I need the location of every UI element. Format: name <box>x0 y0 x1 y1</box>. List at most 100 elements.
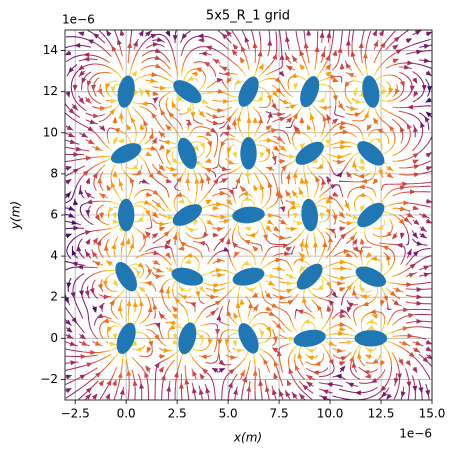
stream-arrow <box>285 390 291 398</box>
stream-arrow <box>225 115 232 123</box>
stream-arrow <box>76 245 82 252</box>
streamline <box>238 111 242 132</box>
streamline <box>98 30 106 38</box>
stream-arrow <box>224 339 230 346</box>
streamline <box>331 275 350 279</box>
streamline <box>391 352 395 356</box>
streamline <box>303 30 306 40</box>
streamline <box>229 257 232 262</box>
stream-arrow <box>426 86 432 93</box>
stream-arrow <box>86 199 93 205</box>
stream-arrow <box>408 272 416 278</box>
stream-arrow <box>339 326 346 332</box>
stream-arrow <box>130 340 138 347</box>
streamline <box>196 313 201 320</box>
streamline <box>213 241 221 251</box>
x-tick-label: 10.0 <box>317 407 344 421</box>
streamline <box>284 310 289 315</box>
streamline <box>99 159 107 164</box>
streamline <box>347 43 350 57</box>
streamline <box>270 243 286 245</box>
streamline <box>190 128 195 134</box>
stream-arrow <box>403 307 410 313</box>
streamline <box>159 95 165 102</box>
streamline <box>405 51 416 55</box>
streamline <box>96 356 107 362</box>
streamline <box>372 233 383 238</box>
stream-arrow <box>412 385 418 392</box>
streamline <box>193 318 198 326</box>
stream-arrow <box>69 341 77 346</box>
stream-arrow <box>126 124 132 131</box>
stream-arrow <box>72 168 80 174</box>
streamline <box>291 123 293 126</box>
streamline <box>192 347 201 351</box>
stream-arrow <box>202 231 209 239</box>
streamline <box>385 81 388 84</box>
streamline <box>229 317 235 322</box>
streamline <box>102 95 105 98</box>
stream-arrow <box>239 298 245 305</box>
stream-arrow <box>160 374 166 381</box>
stream-arrow <box>199 177 205 184</box>
magnet-ellipse <box>171 267 204 286</box>
streamline <box>340 188 342 192</box>
streamline <box>198 109 200 111</box>
streamline <box>196 362 203 369</box>
stream-arrow <box>328 228 336 234</box>
stream-arrow <box>370 256 377 261</box>
streamline <box>231 109 237 116</box>
streamline <box>139 322 143 325</box>
streamline <box>88 320 92 331</box>
stream-arrow <box>420 226 427 232</box>
streamline <box>399 214 406 220</box>
streamline <box>429 136 432 140</box>
stream-arrow <box>400 391 406 398</box>
stream-arrow <box>289 204 297 209</box>
streamline <box>199 164 203 168</box>
stream-arrow <box>72 199 78 206</box>
streamline <box>325 76 332 80</box>
streamline <box>281 202 284 205</box>
streamline <box>207 84 213 89</box>
streamline <box>388 366 392 380</box>
stream-arrow <box>239 56 245 64</box>
streamline <box>348 80 355 83</box>
streamline <box>405 368 407 372</box>
streamline <box>334 221 336 225</box>
stream-arrow <box>83 52 90 58</box>
stream-arrow <box>139 382 145 389</box>
stream-arrow <box>391 233 398 240</box>
streamline <box>332 159 336 162</box>
stream-arrow <box>252 116 258 123</box>
streamline <box>288 125 293 128</box>
streamline <box>193 237 203 239</box>
stream-arrow <box>397 373 403 380</box>
streamline <box>288 214 290 218</box>
streamline <box>360 247 363 250</box>
stream-arrow <box>321 178 327 185</box>
stream-arrow <box>228 368 235 375</box>
stream-arrow <box>244 36 250 43</box>
streamline <box>204 225 207 230</box>
stream-arrow <box>413 219 420 225</box>
stream-arrow <box>234 79 241 85</box>
stream-arrow <box>240 186 247 193</box>
stream-arrow <box>306 381 313 388</box>
streamline <box>363 108 366 111</box>
stream-arrow <box>401 340 409 346</box>
streamline <box>196 136 198 138</box>
streamline <box>203 76 207 84</box>
stream-arrow <box>388 125 395 132</box>
streamline <box>288 355 290 369</box>
streamline <box>402 386 405 392</box>
stream-arrow <box>425 346 432 352</box>
magnet-ellipse <box>354 330 388 347</box>
stream-arrow <box>211 367 219 373</box>
stream-arrow <box>382 245 389 251</box>
streamline <box>100 38 106 44</box>
streamline <box>329 368 335 375</box>
streamline <box>145 334 152 343</box>
stream-arrow <box>248 302 254 309</box>
stream-arrow <box>165 244 172 250</box>
